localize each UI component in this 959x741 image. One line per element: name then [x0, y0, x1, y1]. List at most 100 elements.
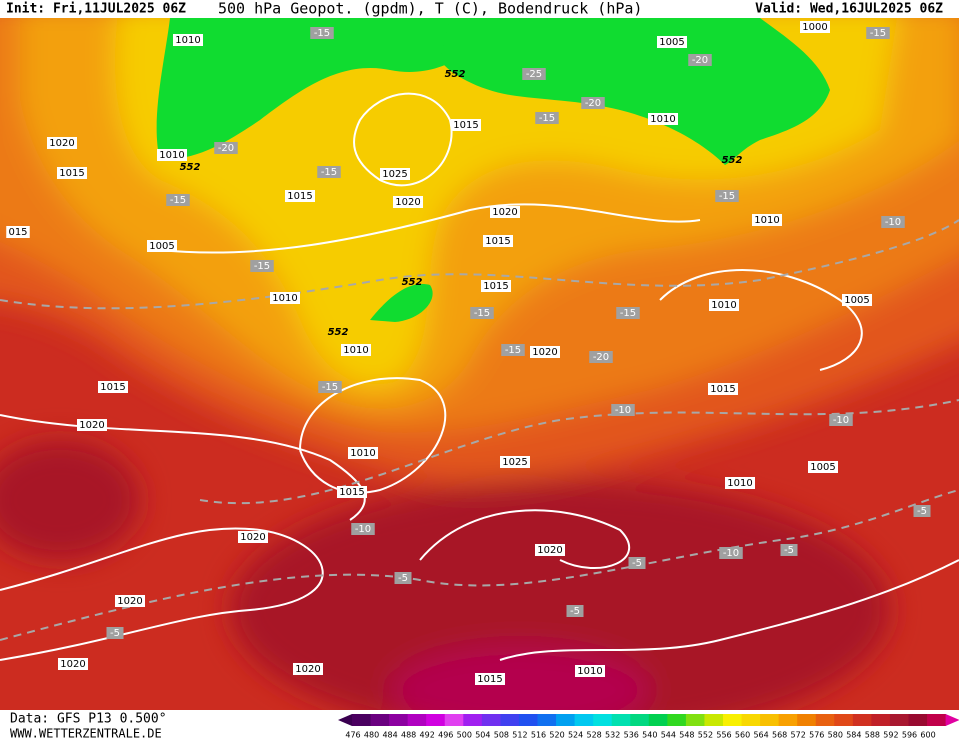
temperature-label: -15 — [314, 28, 330, 39]
isobar-label-box — [157, 149, 187, 161]
field-magenta — [390, 645, 650, 710]
isobar-label: 1025 — [502, 457, 527, 468]
temperature-label: -15 — [170, 195, 186, 206]
isobar-label: 1020 — [395, 197, 420, 208]
temperature-label: -25 — [526, 69, 542, 80]
temperature-label: -15 — [539, 113, 555, 124]
colorbar-swatch — [723, 714, 743, 726]
temperature-label: -20 — [593, 352, 609, 363]
colorbar-arrow — [945, 714, 959, 726]
temperature-label: -15 — [321, 167, 337, 178]
colorbar-swatch — [389, 714, 409, 726]
isobar-label-box — [490, 206, 520, 218]
temperature-label: -5 — [917, 506, 927, 517]
isobar-label-box — [842, 294, 872, 306]
isobar-label: 1015 — [339, 487, 364, 498]
temperature-label-box — [581, 97, 605, 109]
isobar-label-box — [341, 344, 371, 356]
colorbar-label: 596 — [902, 731, 917, 740]
isotherms — [0, 219, 959, 641]
colorbar-swatch — [444, 714, 464, 726]
colorbar-swatch — [815, 714, 835, 726]
isobar-label: 1010 — [650, 114, 675, 125]
colorbar-label: 500 — [457, 731, 472, 740]
temperature-label: -5 — [110, 628, 120, 639]
isobar-label-box — [348, 447, 378, 459]
isobar-line — [0, 527, 324, 661]
isobar-label-box — [173, 34, 203, 46]
colorbar-label: 528 — [587, 731, 602, 740]
height-label: 552 — [180, 162, 201, 173]
colorbar-swatch — [741, 714, 761, 726]
colorbar-swatch — [537, 714, 557, 726]
colorbar-label: 584 — [846, 731, 861, 740]
isobar-label: 1005 — [844, 295, 869, 306]
isobar-label-box — [808, 461, 838, 473]
temperature-label: -20 — [692, 55, 708, 66]
colorbar-label: 516 — [531, 731, 546, 740]
colorbar-label: 488 — [401, 731, 416, 740]
temperature-label-box — [715, 190, 739, 202]
colorbar-swatch — [352, 714, 372, 726]
isobar-label: 1005 — [149, 241, 174, 252]
isobar-label: 1020 — [295, 664, 320, 675]
field-darkred — [230, 480, 890, 710]
colorbar-swatch — [704, 714, 724, 726]
isobar-label: 1015 — [287, 191, 312, 202]
colorbar-label: 560 — [735, 731, 750, 740]
isobar-line — [419, 509, 630, 569]
colorbar-label: 544 — [661, 731, 676, 740]
temperature-label: -5 — [632, 558, 642, 569]
isobar-label: 1010 — [343, 345, 368, 356]
isobar-label-box — [451, 119, 481, 131]
isobar-label-box — [800, 21, 830, 33]
colorbar-swatch — [908, 714, 928, 726]
init-time: Init: Fri,11JUL2025 06Z — [6, 2, 186, 17]
temperature-label: -5 — [570, 606, 580, 617]
isobar-label-box — [500, 456, 530, 468]
temperature-label: -10 — [615, 405, 631, 416]
isobar-label: 1025 — [382, 169, 407, 180]
isobar-label: 1015 — [710, 384, 735, 395]
height-label: 552 — [722, 155, 743, 166]
isobar-label-box — [270, 292, 300, 304]
colorbar-swatch — [426, 714, 446, 726]
isobar-line — [659, 269, 863, 371]
temperature-label-box — [394, 572, 412, 584]
isobar-label: 015 — [8, 227, 27, 238]
isobar-label-box — [337, 486, 367, 498]
temperature-label-box — [881, 216, 905, 228]
isobar-label-box — [238, 531, 268, 543]
isobar-label-box — [657, 36, 687, 48]
isobar-label: 1010 — [711, 300, 736, 311]
colorbar-label: 552 — [698, 731, 713, 740]
colorbar-swatch — [500, 714, 520, 726]
isobar-label: 1020 — [49, 138, 74, 149]
isobar-label: 1005 — [810, 462, 835, 473]
isobar-label-box — [708, 383, 738, 395]
colorbar-label: 564 — [753, 731, 768, 740]
data-source: Data: GFS P13 0.500° — [10, 712, 167, 727]
isobar-label: 1010 — [350, 448, 375, 459]
colorbar-arrow — [338, 714, 352, 726]
colorbar-label: 600 — [920, 731, 935, 740]
temperature-label-box — [318, 381, 342, 393]
colorbar-swatch — [797, 714, 817, 726]
isobar-label-box — [47, 137, 77, 149]
isobar-label-box — [393, 196, 423, 208]
temperature-label: -5 — [398, 573, 408, 584]
temperature-label-box — [351, 523, 375, 535]
isobar-label: 1020 — [79, 420, 104, 431]
temperature-label: -20 — [585, 98, 601, 109]
temperature-label-box — [866, 27, 890, 39]
isobar-label: 1015 — [100, 382, 125, 393]
field-green — [156, 18, 500, 160]
colorbar-swatch — [463, 714, 483, 726]
isobar-label: 1010 — [272, 293, 297, 304]
colorbar-label: 484 — [382, 731, 397, 740]
temperature-label: -15 — [254, 261, 270, 272]
temperature-label-box — [250, 260, 274, 272]
temperature-label: -15 — [620, 308, 636, 319]
isobar-label-box — [147, 240, 177, 252]
colorbar-label: 572 — [791, 731, 806, 740]
